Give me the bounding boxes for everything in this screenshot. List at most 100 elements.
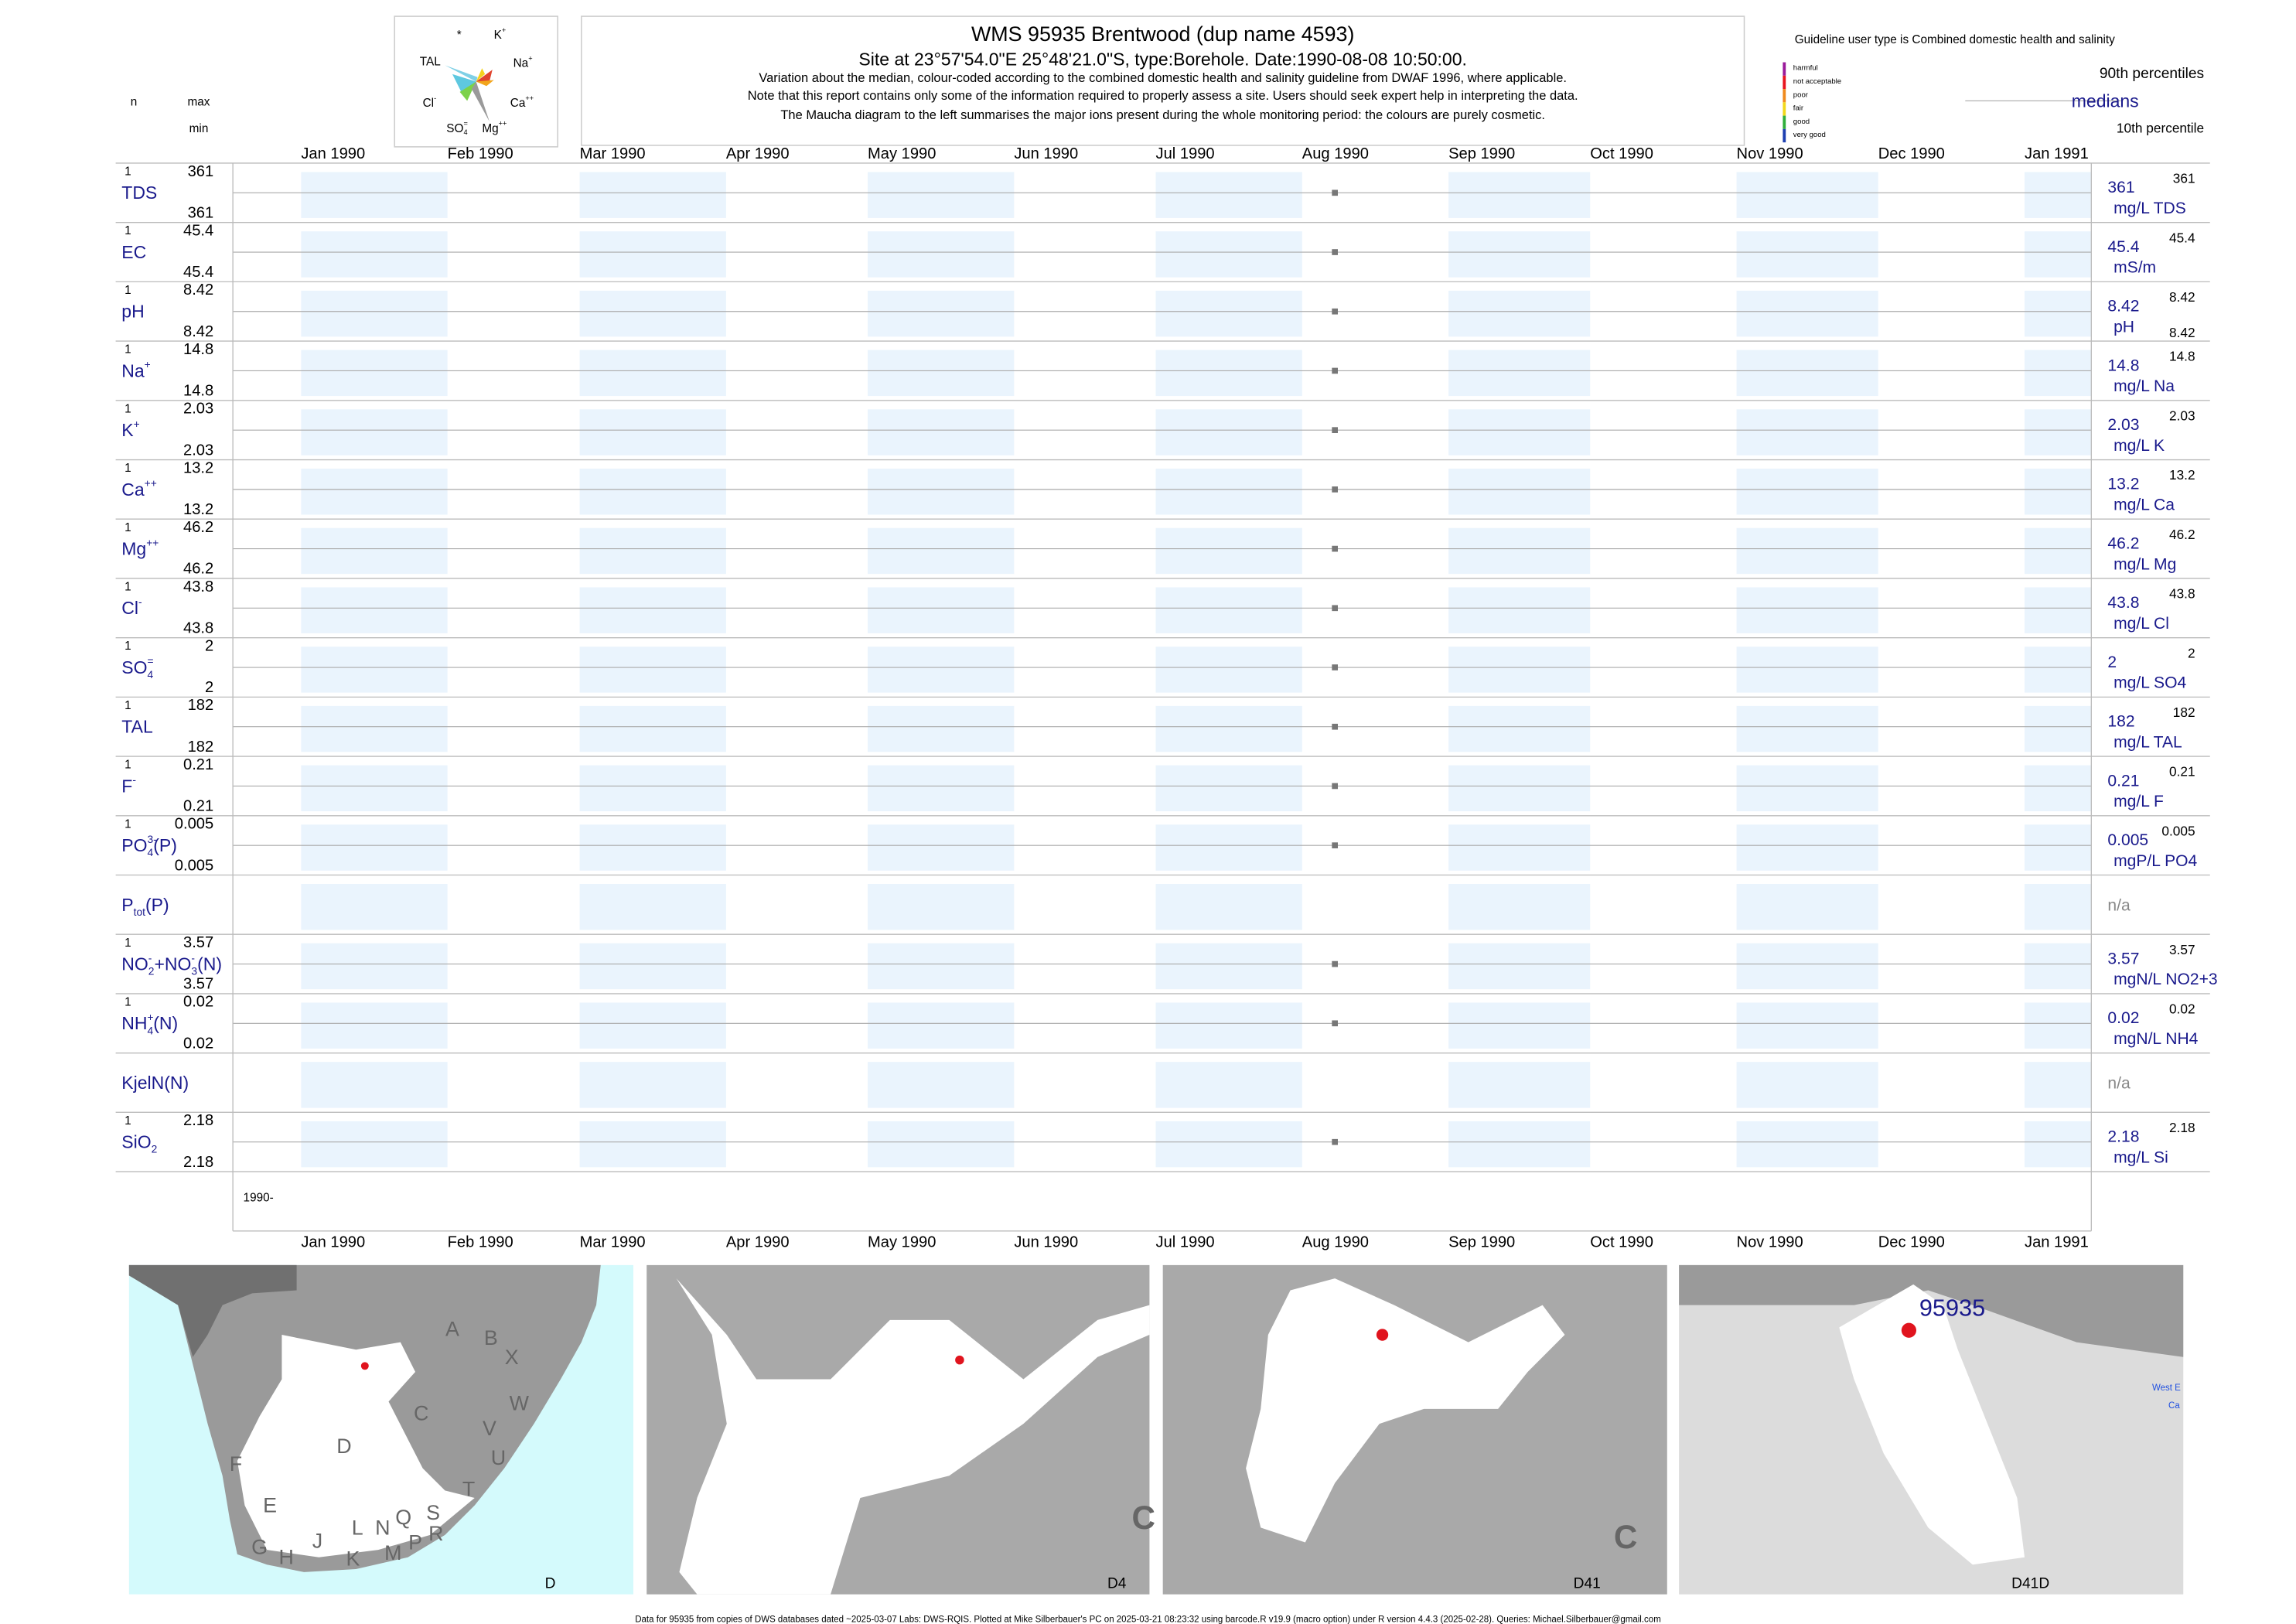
median-value: 3.57 (2107, 950, 2139, 967)
unit: mg/L TAL (2113, 733, 2182, 751)
map-d41d (1679, 1264, 2184, 1595)
maucha-tal (445, 65, 478, 82)
legend-class: fair (1793, 104, 1804, 113)
p90-value: 0.21 (2169, 764, 2195, 780)
month-label: Mar 1990 (580, 145, 646, 162)
parameter-name: SiO2 (121, 1132, 157, 1155)
maucha-label: Ca++ (510, 95, 534, 111)
unit: mg/L Ca (2113, 496, 2175, 514)
n-value: 1 (125, 1114, 131, 1128)
month-band (1448, 469, 1591, 515)
legend-swatch (1783, 89, 1786, 103)
month-band (1736, 1121, 1878, 1168)
month-band (1155, 290, 1302, 337)
month-band (868, 824, 1015, 871)
unit: mgP/L PO4 (2113, 852, 2197, 870)
region-label: F (230, 1452, 242, 1476)
site-label: 95935 (1919, 1295, 1985, 1322)
label-text: P (121, 895, 133, 915)
month-band (2025, 943, 2092, 990)
max-value: 0.005 (175, 816, 213, 833)
month-label: May 1990 (868, 1233, 936, 1250)
n-value: 1 (125, 165, 131, 179)
month-band (301, 884, 448, 930)
max-value: 2.18 (183, 1112, 213, 1129)
unit: mg/L Cl (2113, 615, 2169, 633)
maucha-label: SO= 4 (446, 120, 468, 137)
month-band (868, 469, 1015, 515)
median-value: 14.8 (2107, 357, 2139, 374)
catchment (1839, 1284, 2025, 1565)
month-label: Aug 1990 (1302, 1233, 1369, 1250)
month-label: Jun 1990 (1014, 1233, 1078, 1250)
median-value: 0.21 (2107, 772, 2139, 790)
map-label: D41D (2011, 1575, 2049, 1592)
month-band (1736, 527, 1878, 575)
label-text: (N) (153, 1013, 178, 1033)
max-value: 2 (205, 637, 213, 654)
period-label: 1990- (244, 1192, 274, 1205)
region-label: U (491, 1446, 506, 1469)
month-band (1448, 884, 1591, 930)
region-label: D (336, 1435, 351, 1458)
month-band (1155, 172, 1302, 218)
month-band (1448, 1062, 1591, 1108)
month-band (1448, 172, 1591, 218)
map-labels: D A BXW C VUT D FEG HJ KL N QM PSR D4 C D41 C D41D 95935 W… (230, 1295, 2181, 1592)
label-text: TAL (121, 717, 153, 737)
p90-value: 46.2 (2169, 527, 2195, 542)
label-text: Ca (121, 479, 145, 500)
parameter-name: K+ (121, 418, 139, 441)
month-band (2025, 231, 2092, 278)
month-band (1155, 1062, 1302, 1108)
region-label: T (462, 1477, 475, 1500)
parameter-name: KjelN(N) (121, 1073, 189, 1093)
month-label: Apr 1990 (726, 1233, 790, 1250)
month-band (301, 469, 448, 515)
map-label: D41 (1574, 1575, 1601, 1592)
legend-swatch (1783, 75, 1786, 90)
label-sup: ++ (145, 477, 157, 489)
month-band (1448, 231, 1591, 278)
month-band (579, 231, 726, 278)
legend-median: medians (2072, 90, 2139, 111)
month-label: Dec 1990 (1878, 145, 1945, 162)
p90-value: 0.005 (2161, 823, 2195, 838)
month-label: Jun 1990 (1014, 145, 1078, 162)
label-sup: + (145, 359, 151, 370)
month-band (1448, 1121, 1591, 1168)
label-text: K (494, 29, 503, 42)
median-value: 0.02 (2107, 1009, 2139, 1027)
month-band (301, 527, 448, 575)
month-band (1448, 1002, 1591, 1049)
month-band (579, 527, 726, 575)
month-band (301, 350, 448, 397)
parameter-name: TDS (121, 183, 157, 203)
label-text: NO (121, 954, 148, 974)
median-value: 0.005 (2107, 831, 2148, 849)
month-band (301, 647, 448, 693)
maucha-label: K+ (494, 26, 507, 42)
maucha-k (476, 68, 486, 82)
unit: mg/L K (2113, 437, 2165, 455)
unit: mg/L F (2113, 793, 2164, 810)
guideline-text: Guideline user type is Combined domestic… (1795, 33, 2115, 46)
map-d (128, 1264, 633, 1595)
legend-class: poor (1793, 90, 1809, 99)
p90-value: 14.8 (2169, 349, 2195, 364)
label-text: +NO (154, 954, 191, 974)
region-label: X (505, 1346, 519, 1369)
label-sup: - (191, 952, 195, 964)
month-band (1448, 943, 1591, 990)
p90-value: 2 (2188, 645, 2195, 660)
month-band (2025, 884, 2092, 930)
month-band (1448, 290, 1591, 337)
median-value: 43.8 (2107, 594, 2139, 612)
land-dark (128, 1264, 297, 1357)
map-label: D (545, 1575, 556, 1592)
maucha-label: * (457, 29, 462, 42)
label-sub: 2 (148, 965, 155, 977)
note: Variation about the median, colour-coded… (759, 71, 1567, 85)
min-value: 45.4 (183, 264, 213, 281)
month-band (1155, 1121, 1302, 1168)
